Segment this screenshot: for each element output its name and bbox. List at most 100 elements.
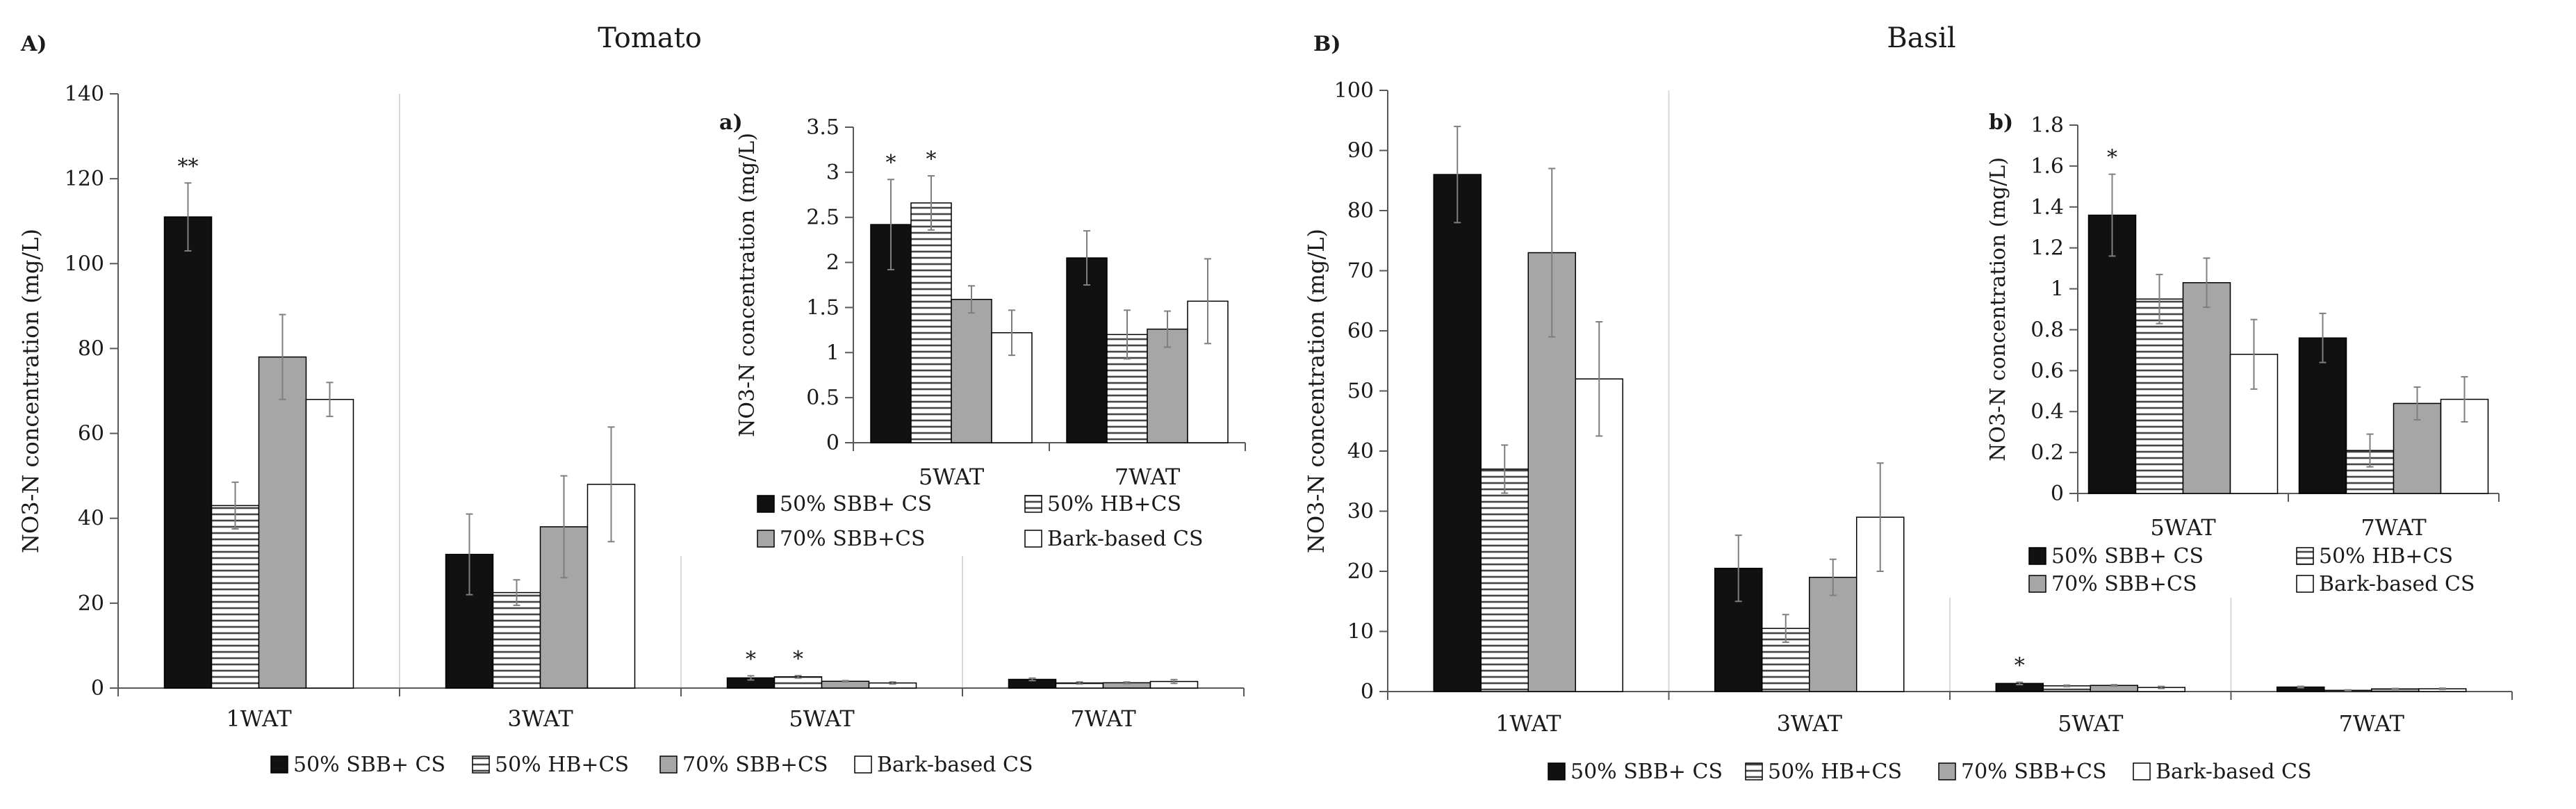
y-tick-label: 0 xyxy=(2051,482,2064,506)
significance-marker: * xyxy=(2015,654,2025,678)
bar xyxy=(951,299,992,443)
legend-label: Bark-based CS xyxy=(2156,760,2312,784)
bar xyxy=(1480,468,1529,692)
significance-marker: * xyxy=(2107,146,2117,170)
y-tick-label: 1.4 xyxy=(2031,195,2064,220)
y-tick-label: 0.6 xyxy=(2031,359,2064,383)
legend-label: 70% SBB+CS xyxy=(2051,572,2197,596)
bar xyxy=(258,356,307,689)
y-tick-label: 100 xyxy=(65,252,104,276)
panel-b: b) 0 0.2 0.4 0.6 0.8 1 1.2 1.4 1.6 1.8 NO3-N concen… xyxy=(1982,111,2506,596)
y-tick-label: 1 xyxy=(826,341,839,365)
x-tick-label: 5WAT xyxy=(919,464,985,490)
legend-label: 50% SBB+ CS xyxy=(780,492,932,516)
legend-swatch xyxy=(2133,762,2151,781)
y-tick-label: 0.4 xyxy=(2031,400,2064,424)
y-tick-label: 70 xyxy=(1347,259,1374,284)
x-tick-label: 1WAT xyxy=(226,705,292,732)
x-tick-label: 5WAT xyxy=(2058,710,2124,737)
bar xyxy=(910,202,952,443)
legend-label: 70% SBB+CS xyxy=(1961,760,2107,784)
y-tick-label: 1.2 xyxy=(2031,236,2064,261)
x-tick-label: 7WAT xyxy=(2361,514,2427,541)
legend-swatch xyxy=(854,755,872,774)
legend-label: 50% SBB+ CS xyxy=(2051,544,2204,569)
y-tick-label: 3 xyxy=(826,161,839,185)
bar xyxy=(211,505,260,689)
bar xyxy=(305,398,354,689)
y-tick-label: 1.5 xyxy=(806,295,839,320)
y-tick-label: 140 xyxy=(65,82,104,106)
legend-label: Bark-based CS xyxy=(2319,572,2475,596)
y-tick-label: 2.5 xyxy=(806,206,839,230)
panel-a: a) 0 0.5 1 1.5 2 2.5 3 3.5 NO3-N concentration (m… xyxy=(712,111,1252,551)
x-tick-label: 1WAT xyxy=(1495,710,1561,737)
y-tick-label: 20 xyxy=(78,591,104,616)
y-tick-label: 20 xyxy=(1347,559,1374,584)
significance-marker: * xyxy=(886,151,896,175)
y-tick-label: 2 xyxy=(826,251,839,275)
x-tick-label: 7WAT xyxy=(2339,710,2405,737)
legend-swatch xyxy=(2028,547,2046,565)
y-tick-label: 0.2 xyxy=(2031,441,2064,465)
x-tick-label: 5WAT xyxy=(789,705,855,732)
y-tick-label: 10 xyxy=(1347,620,1374,644)
legend-swatch xyxy=(1024,495,1042,513)
y-tick-label: 60 xyxy=(78,422,104,446)
legend-swatch xyxy=(659,755,678,774)
legend-swatch xyxy=(2028,575,2046,593)
y-axis-label-B: NO3-N concentration (mg/L) xyxy=(1303,229,1329,553)
y-axis-label-b: NO3-N concentration (mg/L) xyxy=(1986,157,2010,461)
legend-swatch xyxy=(2296,575,2314,593)
panel-label-A: A) xyxy=(20,32,47,56)
y-tick-label: 0.5 xyxy=(806,386,839,410)
legend-label: 70% SBB+CS xyxy=(780,527,926,551)
legend-label: 50% SBB+ CS xyxy=(1570,760,1723,784)
y-tick-label: 90 xyxy=(1347,139,1374,163)
y-tick-label: 0 xyxy=(1361,680,1374,704)
legend-swatch xyxy=(472,755,490,774)
panel-label-a: a) xyxy=(719,111,743,135)
x-tick-label: 3WAT xyxy=(507,705,573,732)
significance-marker: * xyxy=(793,647,803,671)
legend-swatch xyxy=(1938,762,1956,781)
x-tick-label: 5WAT xyxy=(2150,514,2216,541)
y-tick-label: 60 xyxy=(1347,319,1374,343)
bar xyxy=(2087,214,2137,494)
legend-label: 50% HB+CS xyxy=(495,753,629,777)
legend-swatch xyxy=(2296,547,2314,565)
legend-swatch xyxy=(757,530,775,548)
legend-label: Bark-based CS xyxy=(877,753,1033,777)
y-tick-label: 50 xyxy=(1347,379,1374,404)
y-tick-label: 40 xyxy=(1347,439,1374,464)
y-axis-label-A: NO3-N concentration (mg/L) xyxy=(17,229,44,553)
bar xyxy=(1147,328,1188,443)
bar xyxy=(1433,174,1482,692)
significance-marker: * xyxy=(926,147,937,172)
y-tick-label: 1.6 xyxy=(2031,154,2064,179)
y-tick-label: 3.5 xyxy=(806,115,839,140)
bar xyxy=(2135,298,2184,494)
legend-label: 70% SBB+CS xyxy=(682,753,828,777)
legend-label: 50% HB+CS xyxy=(2319,544,2453,569)
panel-label-B: B) xyxy=(1313,32,1341,56)
legend-swatch xyxy=(270,755,288,774)
y-tick-label: 120 xyxy=(65,167,104,191)
significance-marker: * xyxy=(746,647,756,671)
y-tick-label: 80 xyxy=(1347,199,1374,223)
legend-swatch xyxy=(1024,530,1042,548)
chart-title-A: Tomato xyxy=(598,22,702,54)
y-tick-label: 0.8 xyxy=(2031,318,2064,342)
chart-title-B: Basil xyxy=(1887,22,1955,54)
y-tick-label: 0 xyxy=(826,431,839,455)
legend-label: Bark-based CS xyxy=(1047,527,1204,551)
x-tick-label: 7WAT xyxy=(1070,705,1136,732)
panel-A: A) Tomato 0 20 40 60 80 100 120 140 NO3-N concentr… xyxy=(17,22,1245,777)
y-tick-label: 1 xyxy=(2051,277,2064,302)
y-tick-label: 80 xyxy=(78,336,104,361)
y-tick-label: 40 xyxy=(78,507,104,531)
y-tick-label: 1.8 xyxy=(2031,113,2064,138)
legend-swatch xyxy=(1745,762,1763,781)
